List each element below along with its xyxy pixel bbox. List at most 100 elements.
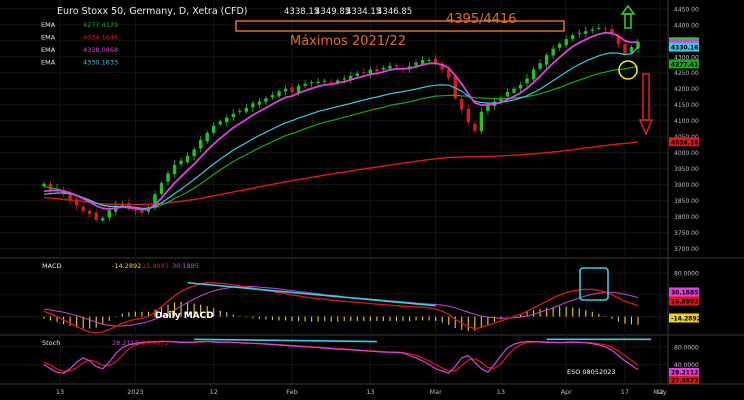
ema-legend-value: 4330.1633	[83, 59, 118, 67]
candle-body	[179, 160, 183, 165]
candle	[225, 114, 229, 127]
candle	[564, 35, 568, 48]
stoch-k-line	[43, 340, 639, 374]
y-tick-label: 4250.00	[674, 70, 699, 77]
candle	[283, 85, 288, 96]
candle-body	[590, 29, 595, 31]
candle-body	[564, 39, 568, 46]
ohlc-value: 4334.15	[346, 7, 381, 17]
candle-body	[603, 28, 608, 30]
y-tick-label: 4150.00	[674, 102, 699, 109]
price-badge: 4330.16	[669, 42, 699, 52]
candle-body	[447, 69, 451, 78]
candle-body	[185, 155, 190, 163]
candle	[544, 52, 549, 70]
y-tick-label: 3850.00	[674, 198, 699, 205]
ema-legend: EMA 4277.4129 EMA 4034.1646 EMA 4338.0868 EMA 4…	[41, 21, 118, 67]
candle	[74, 196, 79, 210]
x-tick-label: 13	[56, 388, 64, 396]
macd-badge-text: 30.1885	[671, 290, 698, 297]
x-tick-label: 13	[497, 388, 505, 396]
candle	[525, 74, 529, 87]
stoch-y-tick-label: 80.0000	[674, 344, 699, 351]
candle	[505, 88, 510, 99]
candle-body	[212, 125, 216, 133]
macd-y-tick-label: 80.0000	[674, 270, 699, 277]
macd-legend-value: 30.1885	[172, 262, 199, 270]
stoch-badge-bg	[669, 376, 699, 384]
candle-body	[623, 44, 627, 54]
ohlc-value: 4338.15	[284, 7, 319, 17]
candle-body	[166, 173, 170, 182]
candle	[577, 29, 581, 38]
stoch-badge: 27.4872	[669, 376, 699, 385]
candle-body	[87, 210, 92, 215]
candle	[610, 25, 614, 39]
candle-body	[362, 72, 366, 74]
stoch-panel[interactable]: Stoch 28.2112 27.4872	[42, 338, 652, 374]
candle	[81, 202, 85, 215]
candle	[212, 122, 216, 136]
ema-line-red	[43, 141, 639, 206]
price-badges: 4346.854338.094330.164277.414034.1630.18…	[669, 37, 701, 385]
y-tick-label: 3950.00	[674, 166, 699, 173]
candle-body	[218, 121, 222, 125]
x-tick-label: Feb	[286, 388, 298, 396]
ema-legend-label: EMA	[41, 21, 56, 29]
candle-body	[388, 65, 392, 69]
highs-label: Máximos 2021/22	[290, 34, 406, 49]
x-tick-label: May	[653, 388, 667, 396]
candle-body	[316, 81, 320, 83]
stoch-y-tick-label: 40.0000	[674, 362, 699, 369]
candle-body	[329, 82, 333, 84]
candle-body	[394, 65, 399, 67]
candle	[597, 23, 601, 31]
candle-body	[270, 95, 275, 98]
candle	[192, 146, 196, 161]
price-panel[interactable]	[42, 23, 640, 223]
x-tick-label: 12	[656, 388, 664, 396]
candle	[218, 119, 222, 127]
macd-badge: 30.1885	[669, 287, 699, 297]
y-tick-label: 4000.00	[674, 150, 699, 157]
candle-body	[277, 91, 281, 97]
candle-body	[597, 27, 601, 29]
candle-body	[238, 111, 242, 113]
ohlc-value: 4346.85	[377, 7, 412, 17]
candle-body	[525, 78, 529, 84]
y-tick-label: 3700.00	[674, 246, 699, 253]
candle	[309, 79, 314, 87]
y-tick-label: 4200.00	[674, 86, 699, 93]
candle-body	[355, 73, 360, 76]
candle-body	[349, 75, 353, 80]
candle	[368, 66, 373, 79]
candle-body	[101, 218, 105, 221]
macd-label: Daily MACD	[155, 311, 214, 321]
macd-panel[interactable]: MACD -14.2892 15.8993 30.1885	[42, 262, 639, 334]
price-badge-bg	[669, 137, 699, 147]
candle	[42, 181, 46, 189]
header: Euro Stoxx 50, Germany, D, Xetra (CFD) 4…	[41, 6, 412, 67]
stoch-legend: Stoch 28.2112 27.4872	[42, 339, 169, 347]
candle-body	[557, 43, 562, 48]
candle-body	[296, 86, 301, 93]
candle-body	[107, 210, 111, 218]
candle	[290, 82, 294, 96]
candle-body	[257, 101, 262, 105]
candle-body	[551, 48, 555, 56]
candle-body	[571, 35, 575, 40]
candle-body	[473, 123, 477, 131]
candle-body	[544, 55, 549, 65]
ema-legend-value: 4338.0868	[83, 46, 118, 54]
candle	[551, 44, 555, 60]
arrow-up-icon	[620, 4, 636, 29]
candle	[531, 66, 536, 83]
macd-highlight-box	[579, 267, 609, 301]
ema-legend-label: EMA	[41, 34, 56, 42]
ema-line-magenta	[43, 31, 639, 211]
candle	[538, 58, 542, 72]
y-tick-label: 4100.00	[674, 118, 699, 125]
candle-body	[420, 59, 425, 64]
macd-badge: -14.2892	[669, 313, 701, 323]
